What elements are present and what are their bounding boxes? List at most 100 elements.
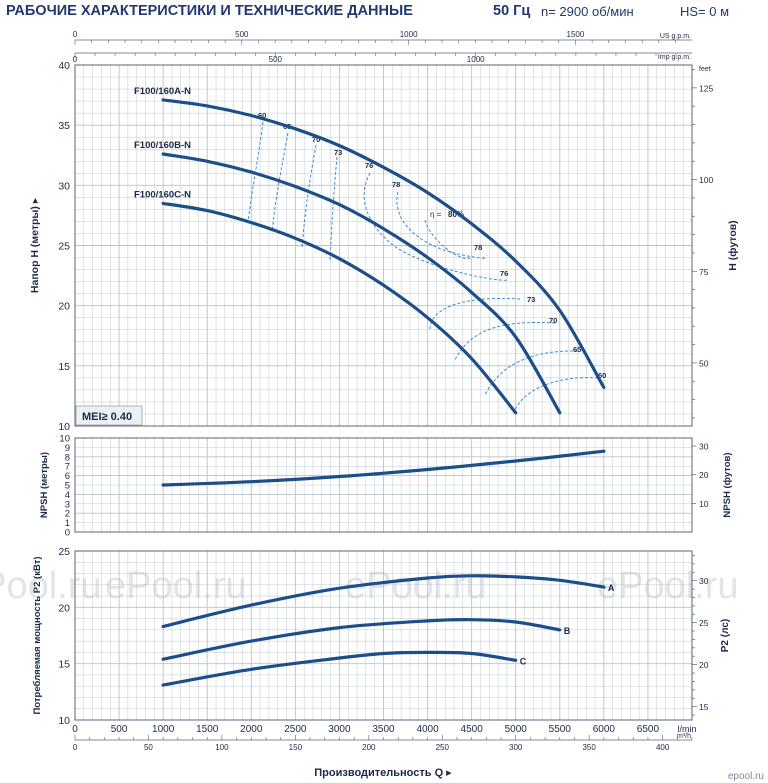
npsh-right-axis-label: NPSH (футов): [722, 452, 733, 517]
power-curve-label: B: [564, 626, 571, 636]
head-curve-label: F100/160A-N: [134, 86, 191, 97]
power-curve-c: [161, 650, 518, 687]
efficiency-label-left: 60: [258, 111, 266, 120]
us-gpm-unit: US g.p.m.: [660, 33, 691, 40]
us-gpm-tick-label: 500: [235, 30, 249, 39]
head-y-tick-label: 15: [58, 361, 70, 373]
npsh-y-tick-label: 3: [65, 499, 70, 510]
watermark-text: ePool.ru: [597, 565, 739, 607]
power-right-axis-label: P2 (лс): [720, 619, 731, 652]
head-y-tick-label: 25: [58, 241, 70, 253]
feet-tick-label: 75: [699, 267, 709, 277]
head-y-axis-label: Напор H (метры) ▸: [29, 197, 41, 293]
m3h-tick-label: 350: [582, 743, 596, 752]
head-curve-label: F100/160C-N: [134, 189, 191, 200]
npsh-curve: [161, 449, 606, 487]
mei-badge: [75, 405, 143, 426]
head-curve-label: F100/160B-N: [134, 140, 191, 151]
efficiency-label-right: 70: [549, 316, 557, 325]
head-y-tick-label: 35: [58, 120, 70, 132]
x-tick-label: 1500: [196, 724, 219, 735]
npsh-y-tick-label: 1: [65, 518, 70, 529]
power-y-axis-label: Потребляемая мощность P2 (кВт): [32, 556, 43, 714]
frequency-label: 50 Гц: [493, 3, 531, 19]
m3h-tick-label: 200: [362, 743, 376, 752]
suction-head-label: HS= 0 м: [680, 4, 730, 19]
x-tick-label: 2500: [284, 724, 307, 735]
m3h-tick-label: 300: [509, 743, 523, 752]
efficiency-contour-1: [271, 132, 289, 233]
imp-gpm-tick-label: 1000: [467, 55, 485, 64]
npsh-y-tick-label: 4: [65, 490, 70, 501]
mei-badge-text: MEI≥ 0.40: [82, 411, 132, 423]
efficiency-eta-label: η =: [430, 210, 442, 219]
power-curve-label: A: [608, 583, 615, 593]
efficiency-label-right: 78: [474, 243, 482, 252]
power-frame: [74, 550, 693, 721]
head-frame: [74, 64, 693, 427]
x-tick-label: 6500: [637, 724, 660, 735]
x-tick-label: 4500: [461, 724, 484, 735]
x-tick-label: 3500: [372, 724, 395, 735]
m3h-tick-label: 100: [215, 743, 229, 752]
power-y-tick-label: 25: [58, 546, 70, 558]
epool-logo: epool.ru: [728, 771, 764, 782]
npsh-y-tick-label: 2: [65, 509, 70, 520]
power-y-tick-label: 10: [58, 715, 70, 727]
x-tick-label: 2000: [240, 724, 263, 735]
efficiency-contour-2: [301, 144, 317, 249]
feet-tick-label: 100: [699, 175, 713, 185]
x-tick-label: 4000: [416, 724, 439, 735]
efficiency-label-left: 76: [365, 161, 373, 170]
npsh-y-tick-label: 6: [65, 471, 70, 482]
npsh-y-tick-label: 9: [65, 443, 70, 454]
efficiency-contour-8: [454, 322, 556, 361]
x-tick-label: 6000: [593, 724, 616, 735]
hp-tick-label: 20: [699, 660, 709, 670]
npsh-y-axis-label: NPSH (метры): [39, 452, 50, 518]
speed-label: n= 2900 об/мин: [541, 4, 634, 19]
feet-unit-label: feet: [699, 66, 711, 73]
efficiency-contour-6: [424, 219, 471, 259]
npsh-feet-tick-label: 20: [699, 470, 709, 480]
x-tick-label: 5500: [549, 724, 572, 735]
head-y-tick-label: 20: [58, 301, 70, 313]
efficiency-label-right: 65: [573, 345, 581, 354]
m3h-tick-label: 400: [656, 743, 670, 752]
efficiency-label-left: 70: [312, 135, 320, 144]
head-curve-f100/160c-n: [161, 201, 518, 415]
hp-tick-label: 30: [699, 576, 709, 586]
npsh-y-tick-label: 5: [65, 481, 70, 492]
x-tick-label: 500: [111, 724, 128, 735]
efficiency-contour-3: [329, 156, 338, 261]
head-curve-f100/160a-n: [161, 98, 606, 390]
npsh-feet-tick-label: 10: [699, 499, 709, 509]
power-y-tick-label: 20: [58, 602, 70, 614]
efficiency-label-right: 73: [527, 295, 535, 304]
us-gpm-tick-label: 0: [73, 30, 78, 39]
power-curve-label: C: [520, 656, 527, 666]
npsh-y-tick-label: 0: [65, 528, 70, 539]
power-curve-a: [161, 574, 606, 629]
npsh-feet-tick-label: 30: [699, 442, 709, 452]
efficiency-label-right: 76: [500, 269, 508, 278]
m3h-tick-label: 150: [289, 743, 303, 752]
watermark-text: ePool.ru: [0, 565, 102, 607]
x-unit-label: l/min: [677, 724, 696, 734]
m3h-tick-label: 250: [436, 743, 450, 752]
efficiency-max-label: 80%: [448, 210, 464, 219]
us-gpm-tick-label: 1500: [567, 30, 585, 39]
m3h-unit-label: m³/h: [677, 733, 691, 740]
watermark-text: ePool.ru: [105, 565, 247, 607]
power-curve-b: [161, 618, 562, 661]
npsh-y-tick-label: 10: [59, 434, 70, 445]
head-y-tick-label: 10: [58, 421, 70, 433]
efficiency-label-right: 60: [598, 371, 606, 380]
npsh-frame: [74, 437, 693, 533]
hp-tick-label: 15: [699, 702, 709, 712]
head-right-axis-label: H (футов): [727, 220, 739, 270]
efficiency-contour-4: [363, 172, 509, 281]
x-tick-label: 5000: [505, 724, 528, 735]
page-title: РАБОЧИЕ ХАРАКТЕРИСТИКИ И ТЕХНИЧЕСКИЕ ДАН…: [6, 3, 413, 19]
